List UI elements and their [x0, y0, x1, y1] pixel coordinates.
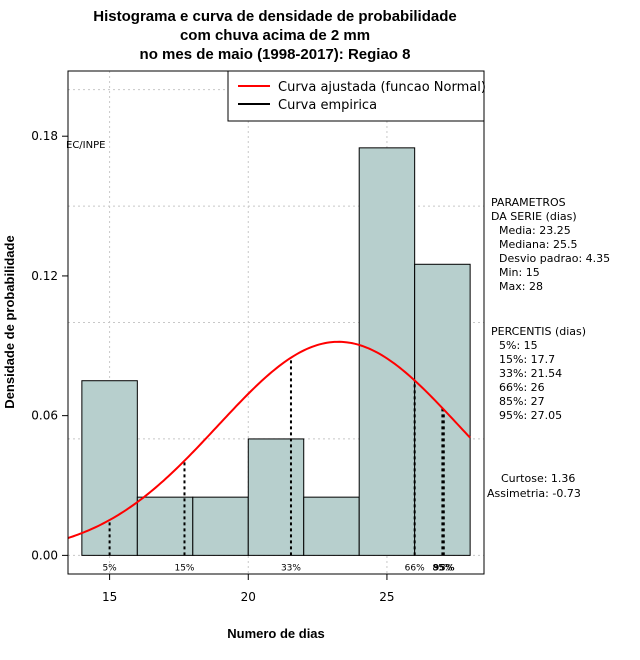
legend-label-empirical: Curva empirica [278, 98, 377, 113]
histogram-bar [247, 438, 305, 556]
legend: Curva ajustada (funcao Normal) Curva emp… [227, 70, 486, 122]
x-tick-label: 15 [102, 590, 117, 604]
side-text: Max: 28 [499, 280, 543, 293]
histogram-bar [358, 147, 416, 556]
histogram-bar [192, 496, 249, 556]
percentile-label-66: 66% [405, 563, 425, 573]
chart-title-line-3: no mes de maio (1998-2017): Regiao 8 [140, 46, 411, 63]
side-panel-percentis: PERCENTIS (dias) 5%: 15 15%: 17.7 33%: 2… [491, 325, 586, 422]
histogram-bar [81, 380, 138, 556]
legend-box [227, 70, 485, 122]
percentile-label-95: 95% [433, 563, 455, 573]
side-text: 95%: 27.05 [499, 409, 562, 422]
side-text: PARAMETROS [491, 196, 566, 209]
side-text: PERCENTIS (dias) [491, 325, 586, 338]
percentile-label-15: 15% [174, 563, 194, 573]
side-text: 5%: 15 [499, 339, 538, 352]
side-text: 15%: 17.7 [499, 353, 555, 366]
side-text: DA SERIE (dias) [491, 210, 577, 223]
y-tick-label: 0.00 [31, 548, 58, 562]
y-axis-label: Densidade de probabilidade [2, 235, 17, 408]
x-tick-label: 25 [379, 590, 394, 604]
percentile-lines [108, 357, 445, 556]
side-text: 85%: 27 [499, 395, 545, 408]
normal-curve-layer [67, 340, 471, 539]
legend-label-normal: Curva ajustada (funcao Normal) [278, 80, 486, 95]
side-panel-parametros: PARAMETROS DA SERIE (dias) Media: 23.25 … [491, 196, 610, 293]
chart-title-line-2: com chuva acima de 2 mm [180, 27, 370, 44]
skewness-text: Assimetria: -0.73 [487, 487, 581, 500]
histogram-bar [303, 496, 360, 556]
kurtosis-text: Curtose: 1.36 [501, 472, 575, 485]
side-text: Desvio padrao: 4.35 [499, 252, 610, 265]
side-text: Min: 15 [499, 266, 540, 279]
percentile-label-33: 33% [281, 563, 301, 573]
y-tick-label: 0.18 [31, 129, 58, 143]
side-text: 33%: 21.54 [499, 367, 562, 380]
axes: 0.00 0.06 0.12 0.18 15 20 25 [31, 129, 394, 604]
x-tick-label: 20 [241, 590, 256, 604]
normal-curve [67, 340, 471, 539]
percentile-label-5: 5% [102, 563, 117, 573]
histogram-bars [81, 147, 471, 556]
side-text: Media: 23.25 [499, 224, 571, 237]
watermark-text: EC/INPE [66, 140, 105, 151]
chart-title-line-1: Histograma e curva de densidade de proba… [93, 8, 456, 25]
side-text: Mediana: 25.5 [499, 238, 577, 251]
side-text: 66%: 26 [499, 381, 545, 394]
y-tick-label: 0.06 [31, 409, 58, 423]
percentile-label-85: 85% [432, 563, 452, 573]
y-tick-label: 0.12 [31, 269, 58, 283]
percentile-labels: 5% 15% 33% 66% 85%95% [102, 563, 454, 573]
x-axis-label: Numero de dias [227, 626, 325, 641]
